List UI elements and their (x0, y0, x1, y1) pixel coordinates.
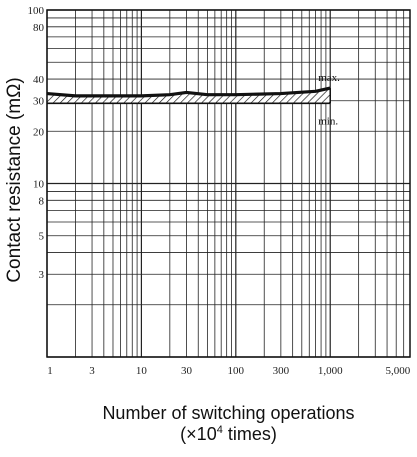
x-axis-label: Number of switching operations (102, 403, 355, 423)
y-tick-label: 100 (28, 5, 45, 17)
x-axis-unit: (×104 times) (40, 424, 417, 445)
band-hatch (47, 88, 331, 104)
annotation-max: max. (318, 72, 340, 84)
x-tick-label: 3 (89, 365, 95, 377)
x-tick-label: 1 (47, 365, 53, 377)
resistance-band (47, 88, 331, 104)
y-tick-label: 10 (33, 179, 45, 191)
x-tick-label: 300 (273, 365, 290, 377)
x-tick-label: 100 (228, 365, 245, 377)
y-tick-label: 5 (39, 231, 45, 243)
y-tick-label: 20 (33, 126, 45, 138)
annotation-min: min. (318, 115, 338, 127)
plot-border (46, 9, 411, 358)
y-axis-label-container: Contact resistance (mΩ) (3, 0, 27, 360)
y-tick-label: 30 (33, 96, 45, 108)
series-lines (46, 86, 331, 105)
x-axis-unit-prefix: (×10 (180, 424, 217, 444)
x-tick-label: 5,000 (385, 365, 410, 377)
annotations: max. min. (318, 72, 340, 127)
y-axis-label: Contact resistance (mΩ) (4, 77, 25, 283)
plot-frame (46, 9, 411, 358)
x-tick-labels: 1 3 10 30 100 300 1,000 5,000 (47, 365, 410, 377)
y-tick-label: 40 (33, 74, 45, 86)
y-tick-label: 8 (39, 195, 45, 207)
series-line-max (46, 86, 331, 98)
x-tick-label: 30 (181, 365, 193, 377)
y-tick-label: 3 (39, 269, 45, 281)
grid (46, 9, 411, 358)
y-tick-labels: 100 80 40 30 20 10 8 5 3 (28, 5, 45, 281)
x-axis-unit-exponent: 4 (216, 424, 223, 436)
x-tick-label: 1,000 (318, 365, 343, 377)
y-tick-label: 80 (33, 22, 45, 34)
x-axis-unit-suffix: times) (222, 424, 277, 444)
x-tick-label: 10 (136, 365, 148, 377)
